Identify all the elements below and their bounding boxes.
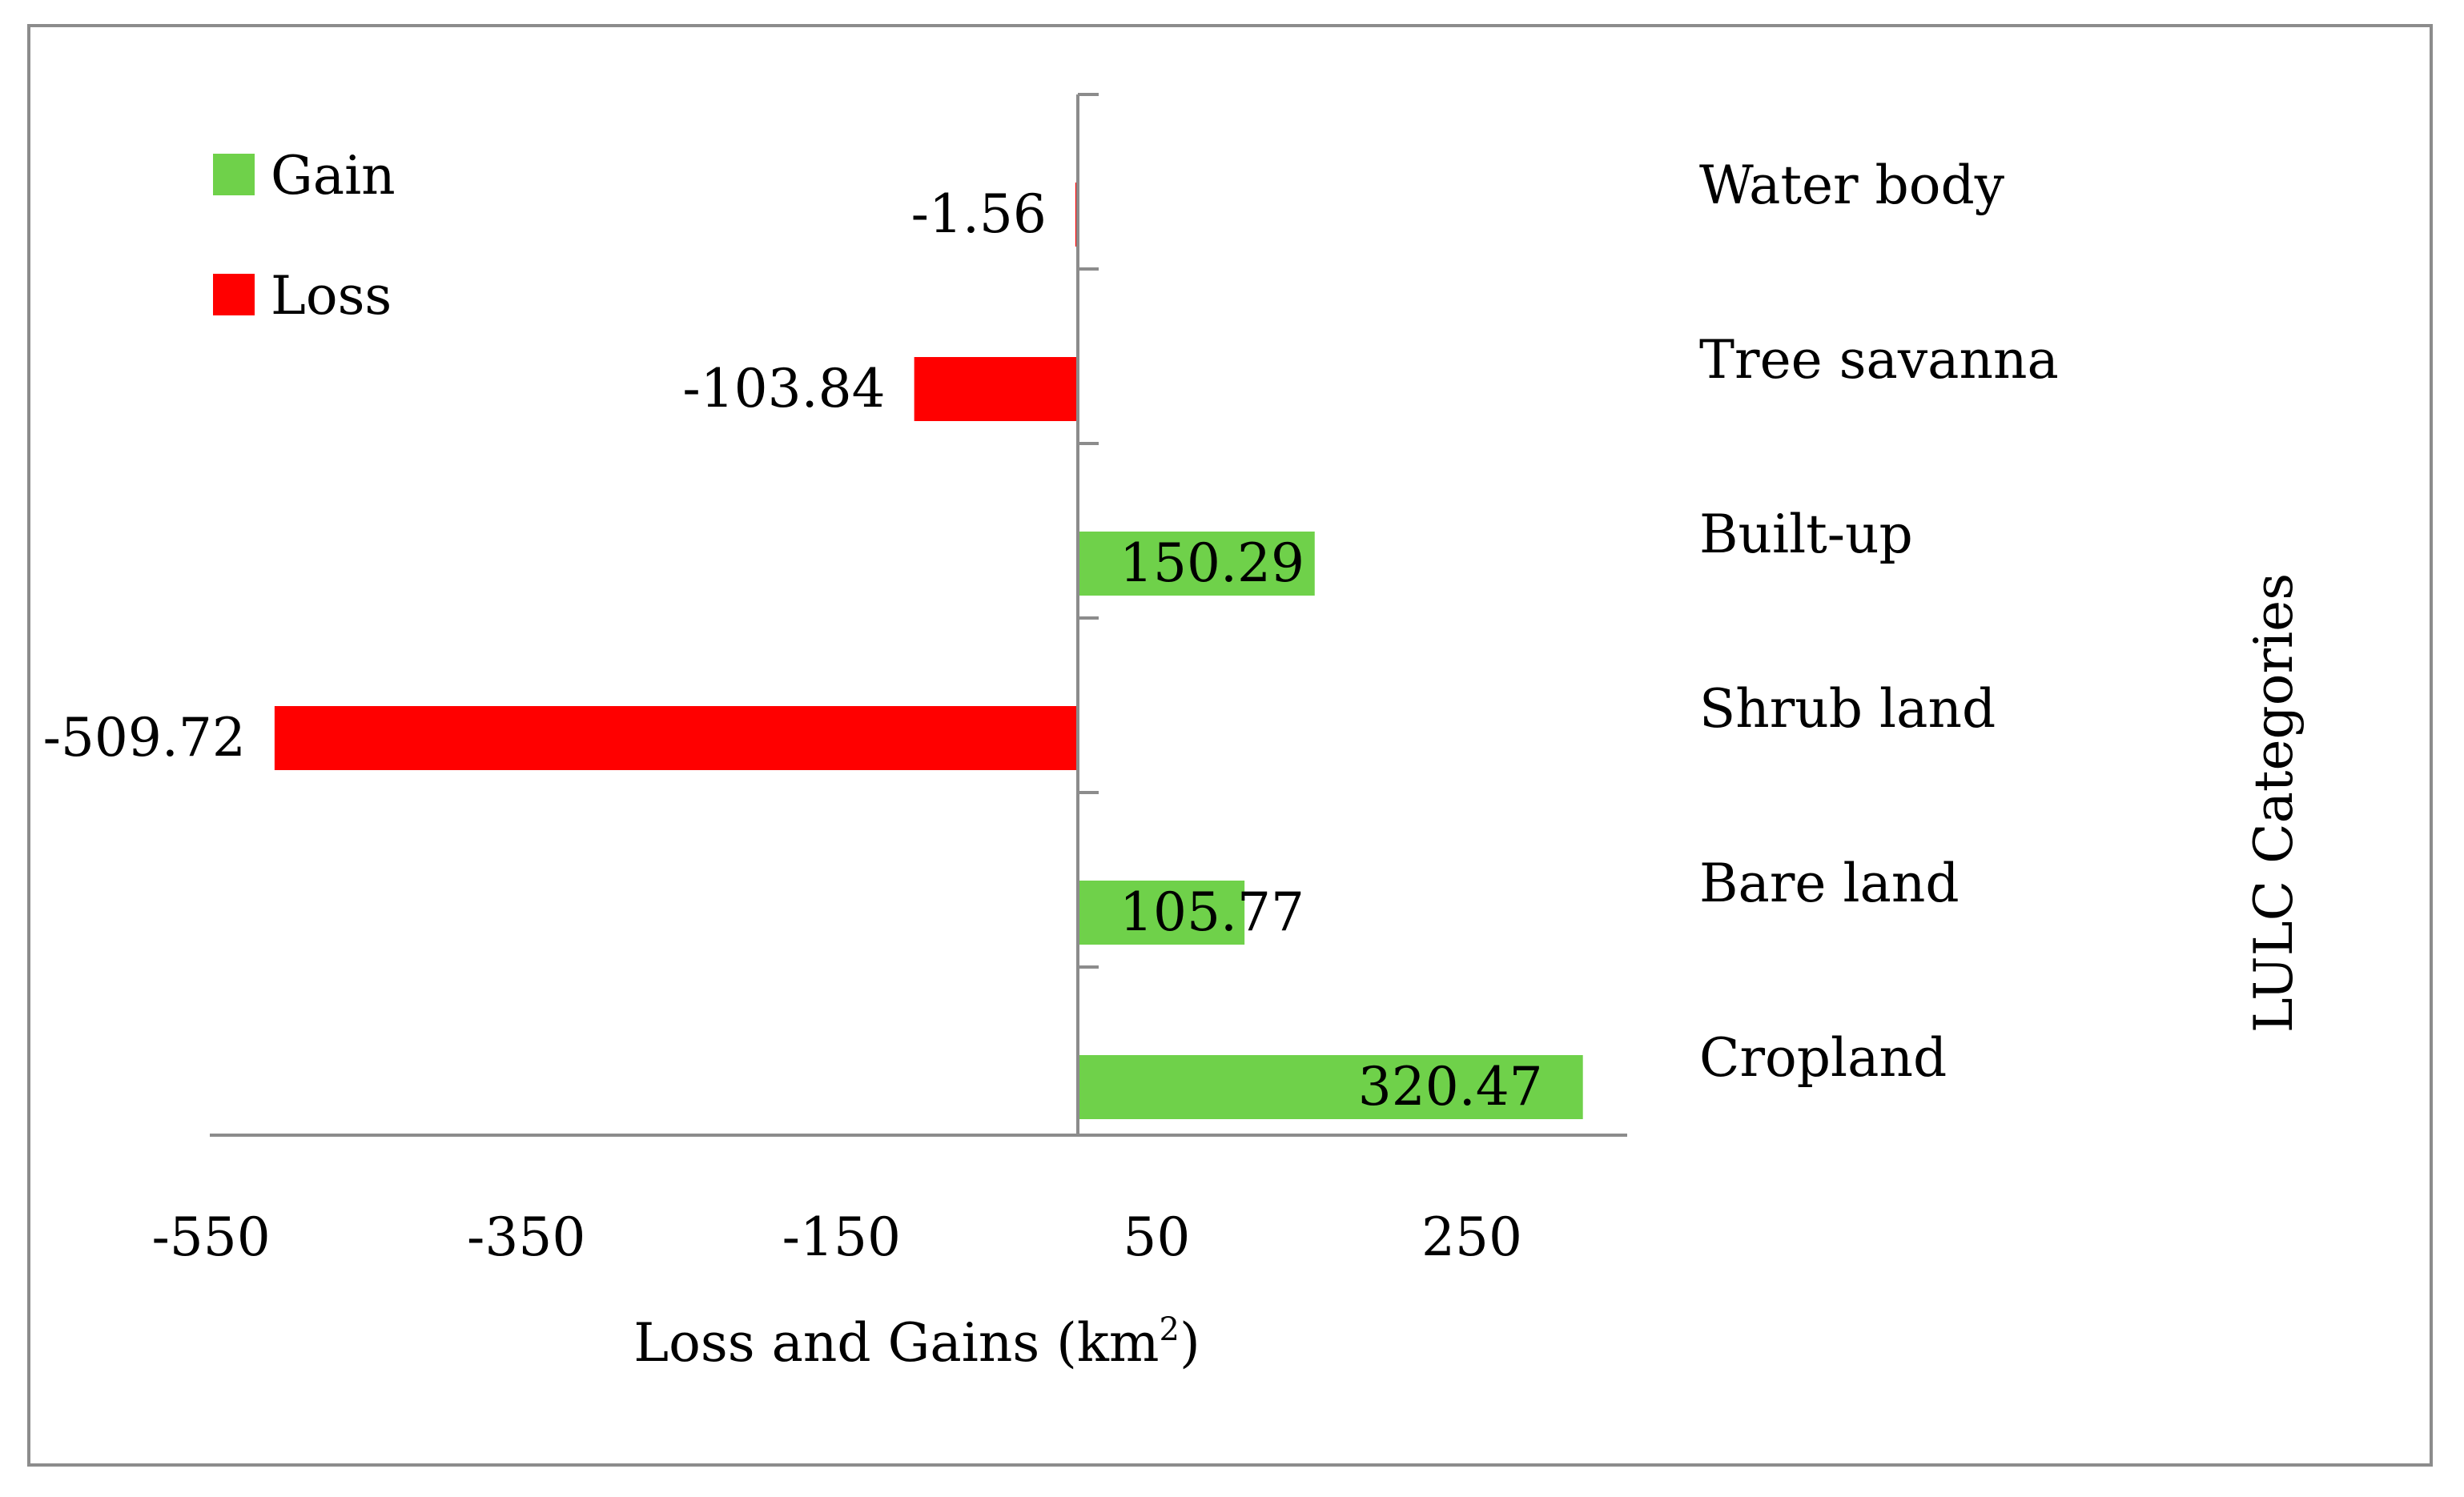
data-label: -509.72 — [43, 707, 246, 769]
data-label: 320.47 — [1358, 1056, 1543, 1118]
bar-gain — [1078, 881, 1245, 945]
bar-gain — [1078, 532, 1315, 596]
data-label: 105.77 — [1119, 881, 1304, 943]
data-label: -1.56 — [911, 183, 1047, 245]
bar-loss — [914, 357, 1078, 421]
x-tick-label: -550 — [151, 1206, 270, 1268]
x-tick-label: -150 — [782, 1206, 901, 1268]
category-label: Shrub land — [1699, 678, 1996, 740]
category-label: Bare land — [1699, 853, 1960, 914]
category-label: Cropland — [1699, 1027, 1947, 1089]
x-axis-title-close: ) — [1180, 1312, 1200, 1374]
legend-label-loss: Loss — [271, 265, 392, 327]
bar-loss — [274, 706, 1078, 770]
legend-swatch-loss — [213, 274, 255, 315]
legend-label-gain: Gain — [271, 145, 396, 207]
legend-swatch-gain — [213, 154, 255, 195]
data-label: 150.29 — [1119, 532, 1304, 594]
x-tick-label: 50 — [1123, 1206, 1190, 1268]
category-label: Tree savanna — [1699, 329, 2059, 391]
x-axis-title: Loss and Gains (km2) — [633, 1311, 1200, 1374]
x-tick-label: 250 — [1421, 1206, 1522, 1268]
x-tick-label: -350 — [467, 1206, 585, 1268]
y-axis-title: LULC Categories — [2243, 573, 2305, 1033]
bar-gain — [1078, 1055, 1583, 1119]
data-label: -103.84 — [682, 358, 885, 419]
category-label: Water body — [1699, 155, 2005, 216]
x-axis-title-superscript: 2 — [1160, 1311, 1180, 1348]
category-label: Built-up — [1699, 504, 1913, 565]
